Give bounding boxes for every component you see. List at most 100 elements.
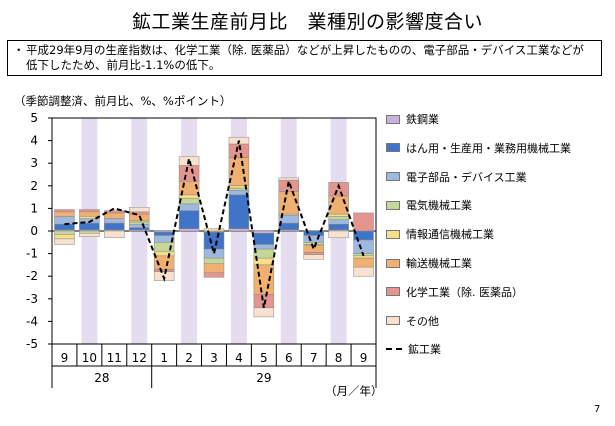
- y-tick-label: 2: [30, 179, 38, 193]
- bar-segment-hanyo: [228, 194, 250, 229]
- bar-segment-electronic: [178, 203, 200, 211]
- bar-segment-electronic: [54, 216, 75, 225]
- bar-segment-other: [54, 238, 75, 245]
- bar-segment-chemical: [328, 182, 349, 197]
- bar-segment-electronic: [253, 244, 275, 250]
- bar-segment-info: [328, 213, 349, 217]
- legend-label: 化学工業（除. 医薬品）: [406, 285, 523, 299]
- bar-segment-chemical: [79, 209, 100, 213]
- x-tick-label: 5: [260, 351, 268, 365]
- legend-swatch: [386, 258, 400, 268]
- x-tick-label: 10: [82, 351, 97, 365]
- bar-segment-electronic: [129, 223, 150, 228]
- bar-segment-electric: [203, 257, 225, 265]
- note-text: 平成29年9月の生産指数は、化学工業（除. 医薬品）などが上昇したものの、電子部…: [26, 43, 584, 72]
- x-tick-label: 2: [185, 351, 193, 365]
- bar-segment-hanyo: [253, 233, 275, 245]
- bar-segment-hanyo: [79, 222, 100, 231]
- legend-item-electronic: 電子部品・デバイス工業: [386, 170, 527, 184]
- y-tick-label: 3: [30, 156, 38, 170]
- x-tick-label: 11: [107, 351, 122, 365]
- bar-segment-steel: [253, 230, 275, 234]
- bar-segment-info: [353, 255, 374, 259]
- y-tick-label: -5: [26, 337, 38, 351]
- year-label: 29: [256, 371, 271, 385]
- bar-segment-hanyo: [104, 222, 125, 231]
- legend-swatch: [386, 316, 400, 326]
- legend-label: 輸送機械工業: [406, 257, 472, 270]
- legend-item-chemical: 化学工業（除. 医薬品）: [386, 285, 523, 299]
- bar-segment-chemical: [203, 272, 225, 278]
- bar-segment-electronic: [328, 219, 349, 225]
- y-tick-label: 5: [30, 111, 38, 125]
- legend-swatch: [386, 143, 400, 153]
- bar-segment-hanyo: [178, 210, 200, 229]
- bar-segment-info: [54, 234, 75, 240]
- bar-segment-hanyo: [278, 222, 299, 231]
- y-tick-label: -2: [26, 269, 38, 283]
- page-title: 鉱工業生産前月比 業種別の影響度合い: [131, 11, 483, 33]
- legend-label: 電気機械工業: [406, 199, 472, 213]
- legend-item-other: その他: [386, 314, 439, 328]
- legend-swatch: [386, 229, 400, 239]
- legend-label: はん用・生産用・業務用機械工業: [406, 141, 571, 155]
- x-tick-label: 6: [285, 351, 293, 365]
- bar-segment-hanyo: [54, 223, 75, 231]
- bar-segment-chemical: [353, 212, 374, 232]
- bar-segment-chemical: [178, 165, 200, 182]
- legend-label: 鉄鋼業: [406, 113, 439, 126]
- bar-segment-transport: [79, 211, 100, 217]
- bar-segment-other: [104, 230, 125, 239]
- page-number: 7: [594, 404, 601, 415]
- bar-segment-other: [129, 207, 150, 213]
- y-tick-label: 1: [30, 201, 38, 215]
- bar-segment-hanyo: [203, 231, 225, 250]
- legend-item-total-line: 鉱工業: [386, 342, 441, 356]
- bar-segment-transport: [203, 263, 225, 274]
- y-tick-label: 0: [30, 224, 38, 238]
- bar-segment-chemical: [104, 210, 125, 214]
- legend-item-steel: 鉄鋼業: [386, 112, 439, 126]
- summary-note: ・ 平成29年9月の生産指数は、化学工業（除. 医薬品）などが上昇したものの、電…: [7, 40, 602, 76]
- bar-segment-chemical: [153, 269, 175, 272]
- x-axis-unit-label: （月／年）: [325, 384, 383, 398]
- legend-label: その他: [406, 314, 439, 328]
- bar-segment-steel: [178, 228, 200, 232]
- bar-segment-electric: [54, 230, 75, 235]
- bar-segment-info: [203, 228, 225, 232]
- legend-label: 電子部品・デバイス工業: [406, 170, 527, 184]
- bar-segment-transport: [54, 211, 75, 217]
- y-tick-label: 4: [30, 134, 38, 148]
- legend-label: 情報通信機械工業: [406, 228, 494, 242]
- bar-segment-electric: [79, 230, 100, 234]
- bar-segment-electric: [328, 216, 349, 220]
- y-tick-label: -3: [26, 292, 38, 306]
- year-label: 28: [94, 371, 109, 385]
- bar-segment-transport: [353, 257, 374, 268]
- x-tick-label: 9: [61, 351, 69, 365]
- bar-segment-info: [153, 251, 175, 257]
- bar-segment-other: [303, 254, 324, 260]
- legend-swatch: [386, 172, 400, 182]
- bar-segment-transport: [328, 195, 349, 215]
- y-tick-label: -4: [26, 314, 38, 328]
- bar-segment-other: [278, 177, 299, 181]
- legend-item-electric: 電気機械工業: [386, 198, 472, 212]
- bar-segment-other: [79, 233, 100, 237]
- bar-segment-steel: [228, 228, 250, 232]
- bar-segment-hanyo: [153, 231, 175, 236]
- bar-segment-hanyo: [129, 227, 150, 231]
- bar-segment-chemical: [303, 252, 324, 255]
- bar-segment-other: [328, 230, 349, 239]
- bar-segment-electric: [129, 221, 150, 225]
- x-tick-label: 9: [360, 351, 368, 365]
- legend-item-info: 情報通信機械工業: [386, 227, 494, 241]
- bar-segment-electronic: [303, 235, 324, 243]
- legend-swatch: [386, 200, 400, 210]
- bar-segment-electronic: [353, 239, 374, 254]
- unit-label: （季節調整済、前月比、%、%ポイント）: [14, 94, 232, 108]
- x-tick-label: 7: [310, 351, 318, 365]
- y-tick-label: -1: [26, 247, 38, 261]
- bar-segment-chemical: [54, 209, 75, 213]
